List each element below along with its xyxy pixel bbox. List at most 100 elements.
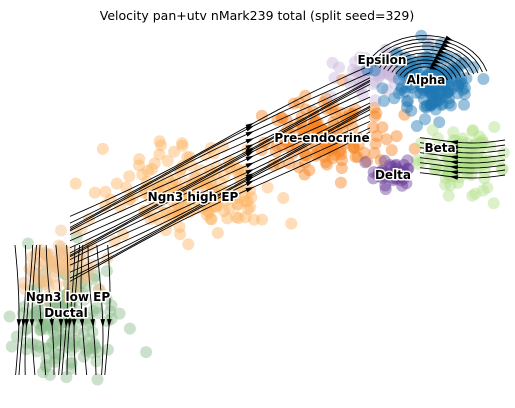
streamline	[24, 244, 34, 376]
cell-point	[354, 51, 366, 64]
stream-arrow	[29, 319, 35, 328]
cell-point	[435, 99, 448, 111]
cell-point	[422, 68, 435, 81]
cell-point	[32, 304, 45, 317]
cell-point	[450, 74, 463, 87]
cell-point	[426, 124, 439, 136]
cell-point	[442, 84, 455, 97]
cell-point	[297, 124, 310, 137]
cell-point	[424, 99, 437, 112]
cell-point	[18, 282, 31, 295]
stream-arrow	[245, 138, 255, 144]
cell-point	[50, 308, 63, 321]
stream-arrow	[245, 144, 255, 150]
cell-point	[276, 112, 289, 125]
stream-arrow	[449, 145, 459, 150]
cell-point	[424, 86, 437, 99]
cell-point	[100, 265, 113, 277]
cell-point	[458, 56, 471, 69]
cell-point	[366, 78, 379, 90]
cell-point	[422, 34, 435, 47]
cell-point	[28, 266, 41, 279]
cell-point	[400, 81, 413, 93]
cell-point	[49, 290, 62, 303]
cell-point	[406, 66, 419, 79]
cell-point	[205, 213, 218, 226]
cell-point	[67, 293, 80, 306]
cell-point	[455, 77, 468, 90]
cell-point	[478, 172, 491, 185]
cell-point	[87, 337, 100, 350]
cell-point	[417, 93, 430, 105]
cell-point	[421, 69, 434, 82]
cell-point	[232, 212, 245, 224]
cell-point	[61, 264, 73, 277]
cell-point	[481, 156, 494, 169]
cell-point	[327, 142, 340, 154]
cell-point	[245, 191, 258, 204]
cell-point	[441, 144, 454, 157]
cell-point	[26, 265, 38, 278]
cell-point	[55, 244, 68, 257]
cell-point	[223, 202, 236, 215]
cell-point	[367, 121, 380, 134]
cell-point	[69, 340, 82, 353]
cell-point	[432, 67, 445, 80]
cell-point	[20, 337, 33, 349]
cell-point	[404, 78, 417, 91]
cell-point	[420, 80, 433, 93]
cell-point	[336, 154, 348, 167]
cell-point	[442, 189, 455, 202]
cell-point	[378, 154, 391, 167]
streamline	[31, 244, 38, 376]
cell-point	[380, 133, 393, 146]
cell-point	[425, 99, 438, 112]
cell-point	[53, 304, 66, 317]
cell-point	[401, 101, 413, 114]
cell-point	[374, 55, 387, 68]
cell-point	[171, 197, 184, 210]
cell-point	[458, 98, 470, 111]
cell-point	[60, 288, 73, 301]
cell-point	[60, 290, 73, 303]
cell-point	[176, 137, 188, 150]
cell-point	[76, 287, 89, 300]
cell-point	[110, 177, 123, 190]
cell-point	[442, 92, 455, 105]
cell-point	[38, 275, 51, 288]
cell-point	[261, 181, 274, 194]
cell-point	[148, 157, 161, 170]
cell-point	[39, 360, 52, 373]
cell-point	[429, 103, 442, 116]
cell-point	[49, 355, 61, 368]
cell-point	[389, 170, 402, 183]
streamline	[69, 96, 371, 249]
cell-point	[255, 144, 268, 156]
stream-arrow	[245, 186, 255, 193]
cell-point	[44, 368, 56, 381]
cell-point	[307, 105, 320, 118]
stream-arrow	[431, 61, 440, 67]
cell-point	[204, 213, 217, 225]
cell-point	[41, 274, 54, 286]
cell-point	[455, 73, 468, 86]
stream-arrow	[449, 150, 459, 155]
cell-point	[466, 125, 479, 138]
cell-point	[85, 346, 98, 359]
stream-arrow	[245, 180, 255, 187]
cell-point	[390, 158, 403, 171]
velocity-streamlines	[14, 35, 506, 376]
cell-point	[282, 140, 295, 152]
cell-point	[477, 184, 489, 197]
cell-point	[244, 201, 257, 214]
streamline	[69, 77, 371, 228]
cell-point	[92, 307, 105, 319]
cell-point	[408, 70, 421, 83]
cell-point	[21, 322, 34, 335]
cell-point	[420, 73, 433, 86]
stream-arrow	[441, 42, 451, 48]
cell-point	[17, 307, 29, 320]
cell-point	[241, 195, 254, 208]
cell-point	[334, 176, 347, 189]
cell-point	[432, 94, 445, 107]
